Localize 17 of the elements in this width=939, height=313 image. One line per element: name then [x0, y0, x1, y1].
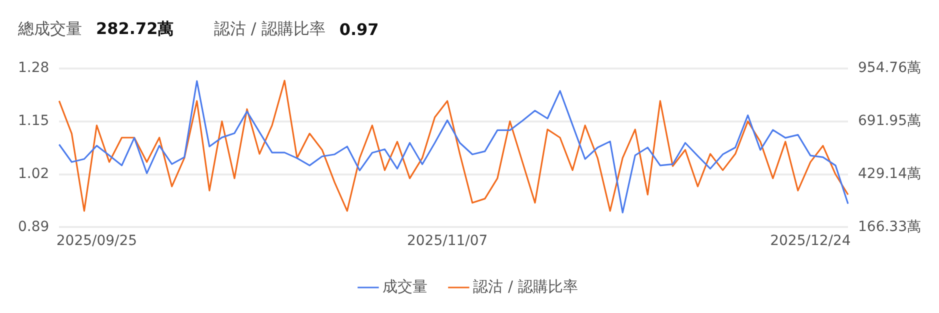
- y-tick-label: 1.15: [18, 112, 50, 129]
- text: 0.97: [339, 20, 379, 38]
- text: 282.72萬: [96, 18, 174, 40]
- x-tick-label: 2025/11/07: [406, 233, 488, 250]
- y2-tick-label: 954.76萬: [858, 60, 922, 76]
- text: 總成交量: [18, 18, 82, 40]
- x-tick-label: 2025/12/24: [770, 233, 851, 250]
- y2-tick-label: 691.95萬: [858, 112, 922, 129]
- y2-tick-label: 166.33萬: [858, 218, 922, 235]
- legend-label: 認沽 / 認購比率: [473, 277, 578, 296]
- y-tick-label: 0.89: [18, 218, 50, 235]
- y2-tick-label: 429.14萬: [858, 166, 922, 182]
- legend-label: 成交量: [382, 277, 428, 296]
- x-tick-label: 2025/09/25: [56, 233, 138, 250]
- text: 認沽 / 認購比率: [214, 18, 326, 40]
- y-tick-label: 1.28: [18, 60, 50, 76]
- y-tick-label: 1.02: [18, 166, 50, 182]
